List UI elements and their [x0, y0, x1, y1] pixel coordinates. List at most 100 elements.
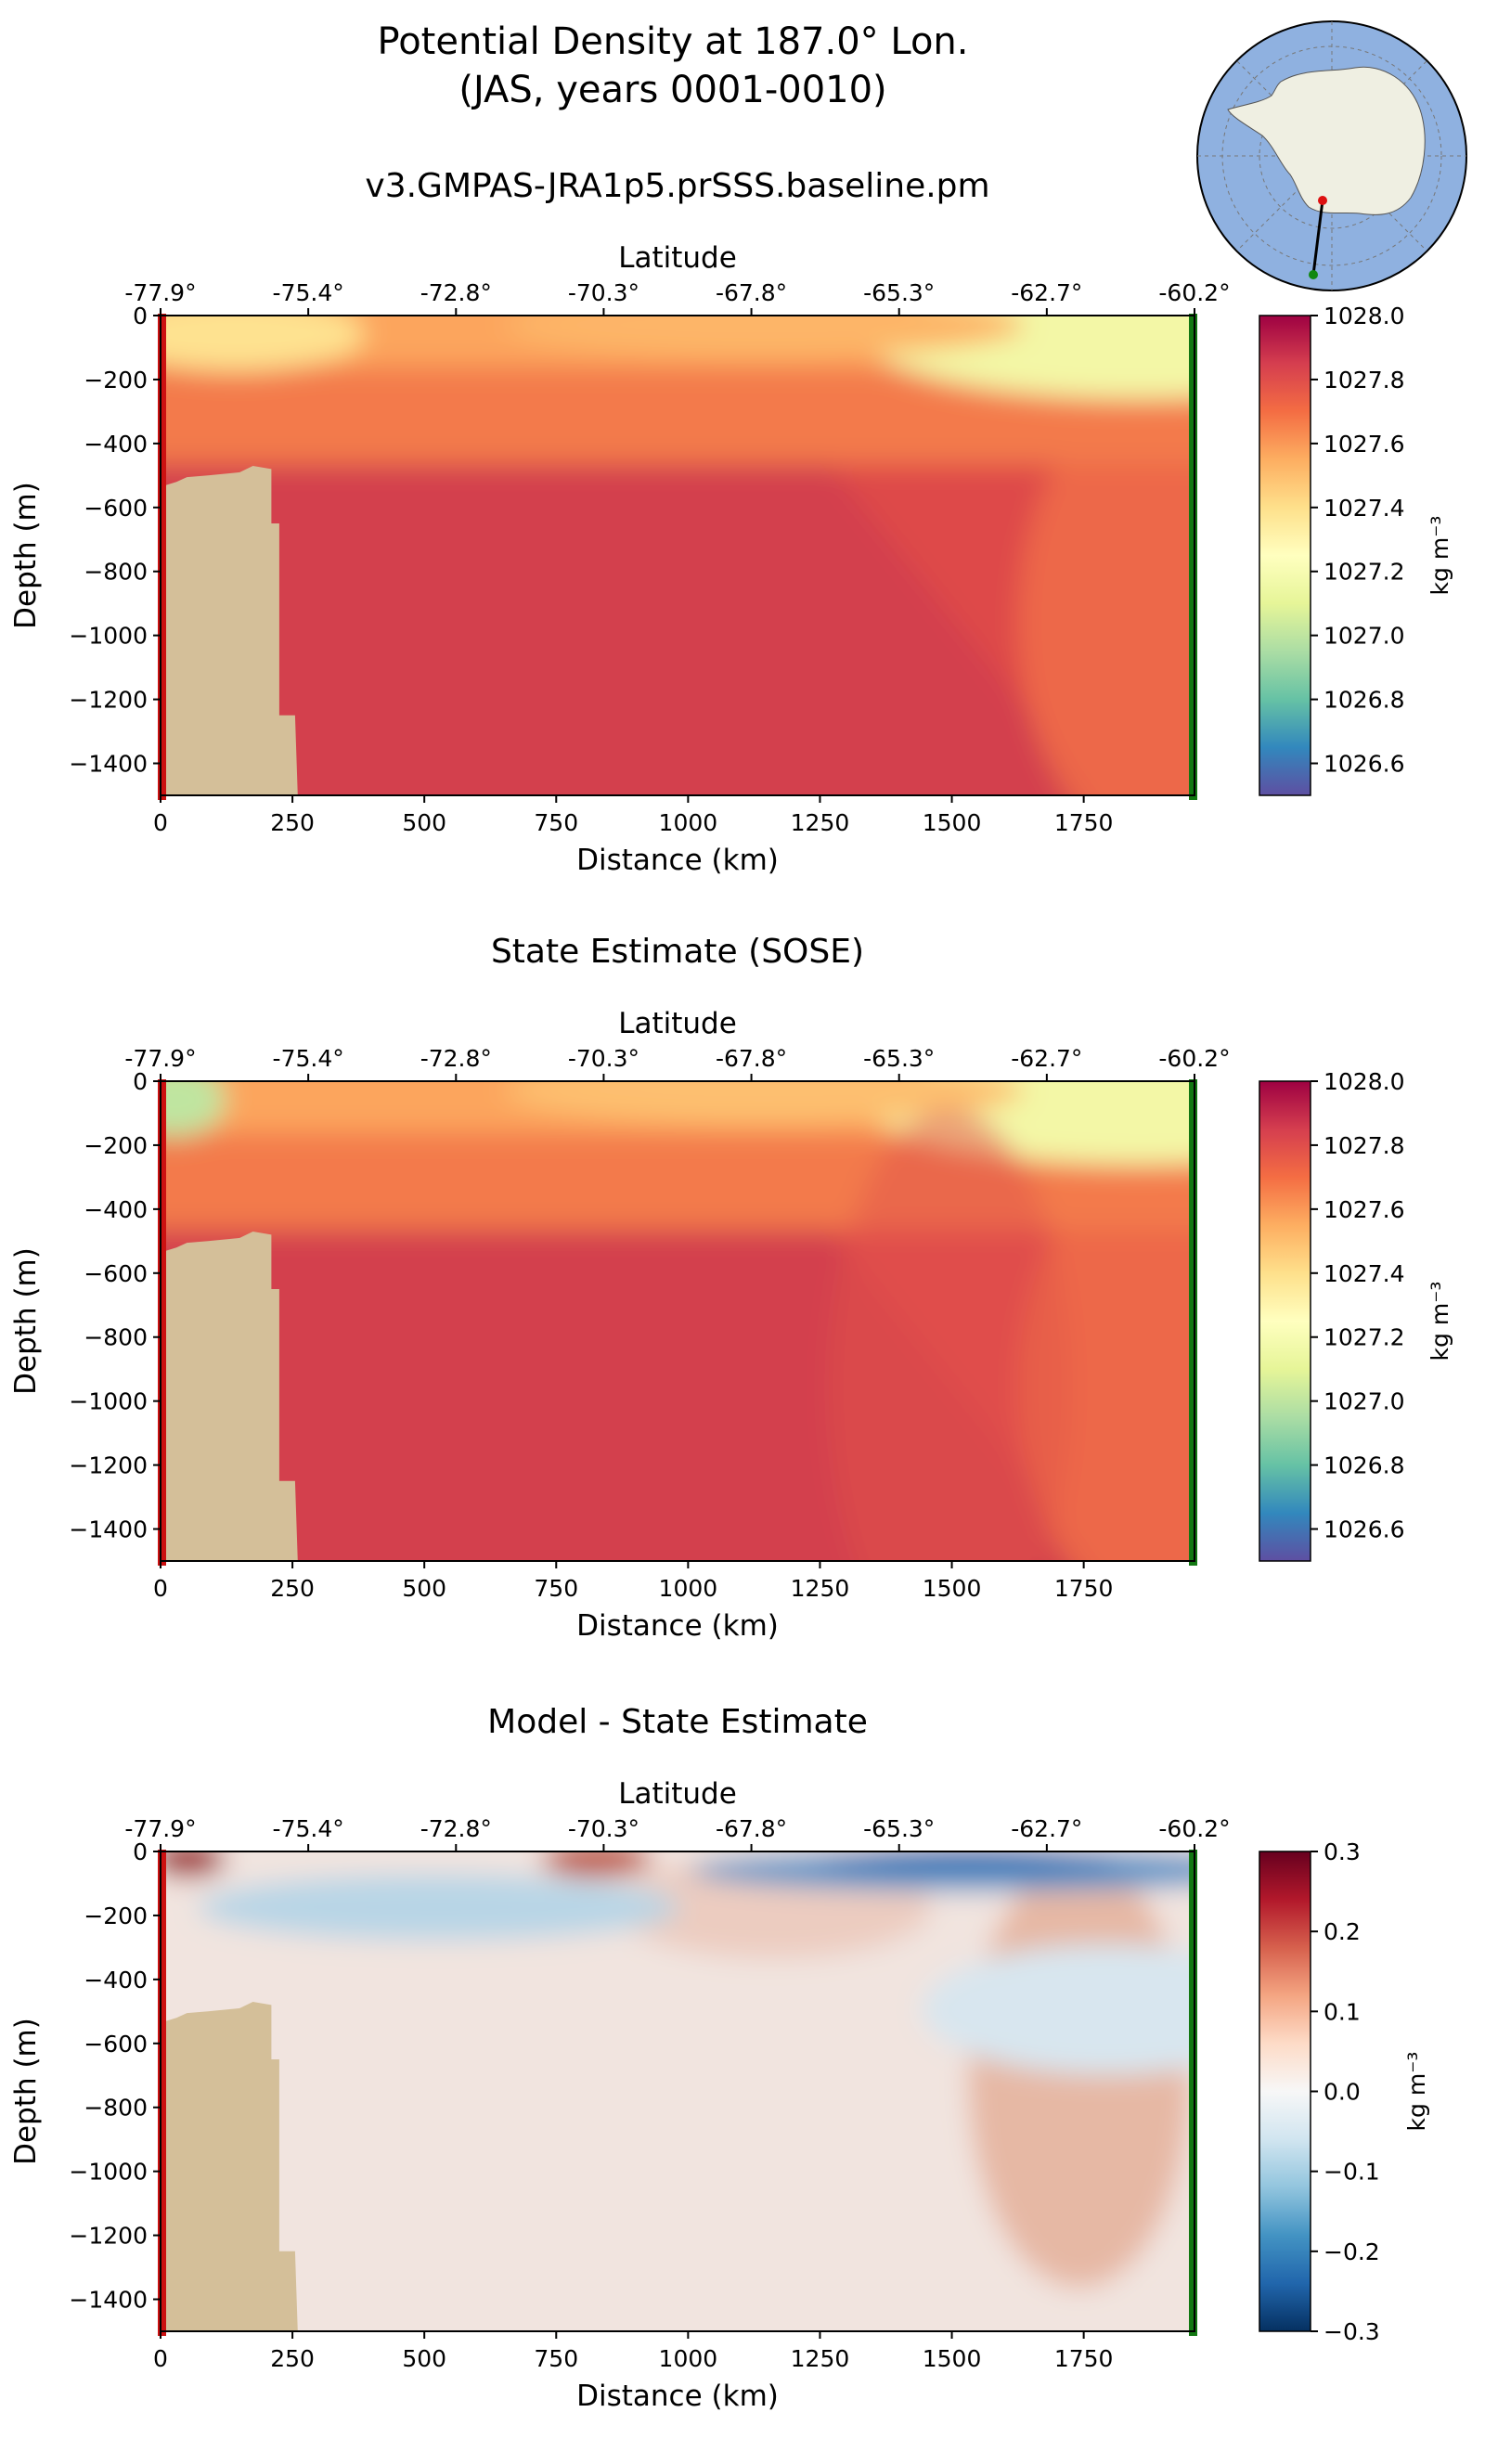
x-tick-label: 1250 [791, 1575, 850, 1602]
lat-tick-label: -77.9° [124, 1045, 196, 1072]
colorbar-tick-label: 1027.2 [1324, 1324, 1404, 1351]
y-axis-label: Depth (m) [9, 1247, 43, 1395]
lat-tick-label: -62.7° [1011, 1045, 1082, 1072]
y-tick-label: −800 [84, 1324, 148, 1351]
y-tick-label: −400 [84, 1196, 148, 1223]
y-tick-label: −400 [84, 1967, 148, 1993]
x-tick-label: 500 [402, 809, 446, 836]
y-tick-label: 0 [133, 303, 148, 329]
colorbar [1259, 1080, 1311, 1562]
lat-tick-label: -70.3° [568, 1045, 639, 1072]
colorbar [1259, 1851, 1311, 2332]
lat-tick-label: -62.7° [1011, 279, 1082, 306]
x-tick-label: 1000 [659, 2345, 718, 2372]
panel-2-title: State Estimate (SOSE) [490, 933, 865, 971]
x-tick-label: 1750 [1054, 809, 1114, 836]
x-tick-label: 500 [402, 1575, 446, 1602]
lat-tick-label: -65.3° [863, 279, 935, 306]
colorbar-tick-label: 1028.0 [1324, 303, 1404, 329]
colorbar-tick-label: 1027.6 [1324, 431, 1404, 458]
lat-tick-label: -60.2° [1158, 1815, 1230, 1842]
section-start-dot [1318, 196, 1327, 205]
colorbar-tick-label: 0.2 [1324, 1918, 1361, 1945]
lat-tick-label: -75.4° [273, 1815, 344, 1842]
x-tick-label: 1750 [1054, 1575, 1114, 1602]
colorbar-label: kg m⁻³ [1427, 516, 1453, 596]
lat-tick-label: -72.8° [420, 1815, 492, 1842]
top-axis-label: Latitude [618, 1007, 737, 1040]
lat-tick-label: -72.8° [420, 279, 492, 306]
y-tick-label: −1200 [69, 1452, 148, 1479]
y-tick-label: −400 [84, 431, 148, 458]
section-end-marker [1189, 314, 1197, 800]
x-tick-label: 750 [534, 809, 578, 836]
section-start-marker [158, 1850, 166, 2336]
bathymetry-mask [161, 1232, 298, 1561]
x-tick-label: 0 [153, 809, 168, 836]
panel-2-chart: 0 250 500 750 1000 1250 1500 1750 Distance (km) -… [9, 1007, 1453, 1643]
x-tick-label: 1000 [659, 809, 718, 836]
x-axis-label: Distance (km) [576, 1609, 779, 1643]
y-tick-label: −200 [84, 367, 148, 393]
y-tick-label: −800 [84, 559, 148, 586]
y-tick-label: −200 [84, 1903, 148, 1929]
y-tick-label: 0 [133, 1838, 148, 1865]
colorbar-tick-label: 1027.4 [1324, 1260, 1404, 1287]
lat-tick-label: -75.4° [273, 279, 344, 306]
lat-tick-label: -65.3° [863, 1815, 935, 1842]
colorbar-tick-label: 1027.0 [1324, 623, 1404, 650]
lat-tick-label: -60.2° [1158, 279, 1230, 306]
x-tick-label: 250 [270, 809, 315, 836]
panel-1-title: v3.GMPAS-JRA1p5.prSSS.baseline.pm [365, 167, 990, 205]
lat-tick-label: -60.2° [1158, 1045, 1230, 1072]
y-tick-label: −600 [84, 2031, 148, 2058]
x-axis-label: Distance (km) [576, 2380, 779, 2413]
y-tick-label: −1400 [69, 2287, 148, 2314]
colorbar-tick-label: 1026.8 [1324, 1452, 1404, 1479]
lat-tick-label: -67.8° [716, 1045, 787, 1072]
colorbar-label: kg m⁻³ [1427, 1282, 1453, 1361]
lat-tick-label: -72.8° [420, 1045, 492, 1072]
y-tick-label: −600 [84, 495, 148, 522]
lat-tick-label: -77.9° [124, 1815, 196, 1842]
colorbar-tick-label: −0.3 [1324, 2318, 1380, 2345]
x-axis-label: Distance (km) [576, 844, 779, 877]
section-start-marker [158, 1079, 166, 1566]
y-tick-label: 0 [133, 1068, 148, 1095]
y-tick-label: −1000 [69, 2159, 148, 2186]
lat-tick-label: -65.3° [863, 1045, 935, 1072]
colorbar [1259, 315, 1311, 796]
x-tick-label: 250 [270, 1575, 315, 1602]
colorbar-tick-label: 0.0 [1324, 2079, 1361, 2106]
lat-tick-label: -70.3° [568, 279, 639, 306]
section-line [1311, 200, 1324, 276]
y-axis-label: Depth (m) [9, 482, 43, 629]
colorbar-tick-label: −0.2 [1324, 2238, 1380, 2265]
y-tick-label: −1200 [69, 687, 148, 714]
x-tick-label: 1750 [1054, 2345, 1114, 2372]
lat-tick-label: -77.9° [124, 279, 196, 306]
x-tick-label: 1500 [923, 2345, 982, 2372]
colorbar-tick-label: 1026.6 [1324, 751, 1404, 778]
colorbar-tick-label: 1027.8 [1324, 367, 1404, 393]
colorbar-tick-label: 1027.8 [1324, 1132, 1404, 1159]
colorbar-label: kg m⁻³ [1403, 2052, 1430, 2132]
colorbar-tick-label: 1028.0 [1324, 1068, 1404, 1095]
lat-tick-label: -67.8° [716, 1815, 787, 1842]
plot-frame [160, 1851, 1195, 2332]
y-tick-label: −600 [84, 1260, 148, 1287]
panel-3-chart: 0 250 500 750 1000 1250 1500 1750 Distance (km) -… [9, 1777, 1430, 2413]
x-tick-label: 750 [534, 2345, 578, 2372]
x-tick-label: 0 [153, 1575, 168, 1602]
colorbar-tick-label: −0.1 [1324, 2159, 1380, 2186]
section-end-marker [1189, 1079, 1197, 1566]
inset-map [1196, 20, 1467, 291]
y-tick-label: −1400 [69, 751, 148, 778]
figure-title-line2: (JAS, years 0001-0010) [458, 69, 887, 111]
top-axis-label: Latitude [618, 1777, 737, 1811]
x-tick-label: 0 [153, 2345, 168, 2372]
plot-frame [160, 315, 1195, 796]
x-tick-label: 250 [270, 2345, 315, 2372]
x-tick-label: 1500 [923, 1575, 982, 1602]
lat-tick-label: -62.7° [1011, 1815, 1082, 1842]
